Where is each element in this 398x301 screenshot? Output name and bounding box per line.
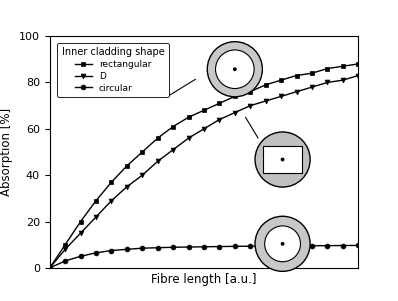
rectangular: [109, 180, 114, 184]
D: [263, 99, 268, 103]
rectangular: [186, 116, 191, 119]
D: [217, 118, 222, 121]
rectangular: [279, 78, 283, 82]
rectangular: [201, 108, 206, 112]
D: [356, 74, 361, 77]
Circle shape: [265, 226, 300, 262]
Line: rectangular: rectangular: [47, 61, 361, 270]
circular: [78, 255, 83, 258]
Circle shape: [281, 242, 285, 246]
rectangular: [47, 266, 52, 270]
Circle shape: [255, 132, 310, 187]
rectangular: [94, 199, 98, 203]
D: [47, 266, 52, 270]
circular: [125, 247, 129, 251]
Circle shape: [233, 67, 237, 71]
D: [63, 247, 68, 251]
rectangular: [125, 164, 129, 168]
D: [310, 85, 314, 89]
Circle shape: [281, 158, 285, 161]
D: [294, 90, 299, 94]
Line: D: D: [47, 73, 361, 270]
circular: [109, 249, 114, 252]
rectangular: [356, 62, 361, 66]
circular: [340, 244, 345, 247]
D: [201, 127, 206, 131]
D: [186, 136, 191, 140]
Bar: [263, 146, 302, 173]
D: [125, 185, 129, 188]
circular: [186, 245, 191, 249]
D: [140, 173, 145, 177]
rectangular: [325, 67, 330, 70]
D: [155, 160, 160, 163]
circular: [171, 245, 176, 249]
rectangular: [263, 83, 268, 87]
circular: [217, 245, 222, 248]
circular: [63, 259, 68, 263]
circular: [310, 244, 314, 247]
Y-axis label: Absorption [%]: Absorption [%]: [0, 108, 14, 196]
rectangular: [140, 150, 145, 154]
D: [109, 199, 114, 203]
rectangular: [248, 90, 253, 94]
D: [325, 81, 330, 84]
circular: [47, 266, 52, 270]
rectangular: [310, 71, 314, 75]
Line: circular: circular: [47, 243, 361, 270]
circular: [155, 246, 160, 250]
rectangular: [232, 95, 237, 98]
circular: [248, 244, 253, 248]
circular: [279, 244, 283, 248]
rectangular: [294, 74, 299, 77]
circular: [201, 245, 206, 249]
rectangular: [155, 136, 160, 140]
Circle shape: [255, 216, 310, 272]
rectangular: [78, 220, 83, 223]
X-axis label: Fibre length [a.u.]: Fibre length [a.u.]: [151, 273, 257, 287]
Legend: rectangular, D, circular: rectangular, D, circular: [57, 43, 169, 97]
circular: [232, 244, 237, 248]
D: [94, 215, 98, 219]
circular: [356, 244, 361, 247]
circular: [263, 244, 268, 248]
D: [232, 111, 237, 114]
D: [171, 148, 176, 151]
rectangular: [171, 125, 176, 128]
circular: [325, 244, 330, 247]
rectangular: [340, 64, 345, 68]
rectangular: [63, 243, 68, 247]
D: [78, 231, 83, 235]
D: [340, 78, 345, 82]
circular: [94, 251, 98, 255]
D: [279, 95, 283, 98]
rectangular: [217, 101, 222, 105]
Circle shape: [216, 50, 254, 88]
Circle shape: [207, 42, 262, 97]
circular: [294, 244, 299, 248]
D: [248, 104, 253, 107]
circular: [140, 247, 145, 250]
